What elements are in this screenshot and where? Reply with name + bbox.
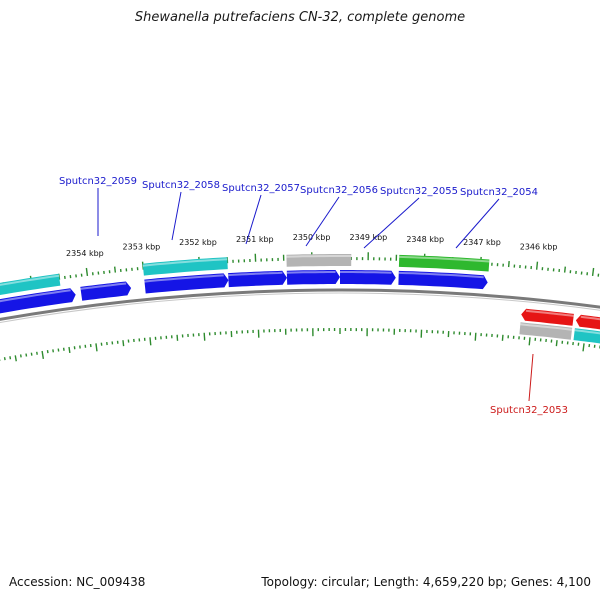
gene-leader-line — [528, 353, 534, 402]
tick-label: 2353 kbp — [123, 243, 161, 252]
tick-mark — [474, 332, 477, 341]
gene-leader-line — [245, 194, 262, 245]
gene-leader-line — [455, 198, 500, 249]
tick-label: 2354 kbp — [66, 249, 104, 258]
gene-label-Sputcn32_2057[interactable]: Sputcn32_2057 — [222, 183, 300, 194]
gene-arrow-partial — [0, 288, 76, 314]
backbone-highlight — [0, 292, 600, 324]
tick-label: 2348 kbp — [406, 235, 444, 244]
feature-cyan-mid — [142, 257, 228, 276]
feature-cyan-bottom — [573, 328, 600, 344]
gene-arrow-Sputcn32_2057 — [228, 270, 287, 288]
gene-label-Sputcn32_2058[interactable]: Sputcn32_2058 — [142, 180, 220, 191]
tick-label: 2347 kbp — [463, 238, 501, 247]
tick-mark — [113, 266, 117, 273]
tick-mark — [535, 261, 539, 270]
tick-label: 2349 kbp — [350, 233, 388, 242]
feature-cyan-left — [0, 273, 61, 296]
tick-mark — [591, 267, 595, 277]
tick-mark — [555, 340, 558, 347]
gene-arrow-Sputcn32_2055 — [340, 270, 396, 285]
gene-label-Sputcn32_2053[interactable]: Sputcn32_2053 — [490, 405, 568, 416]
tick-mark — [122, 340, 125, 347]
tick-mark — [41, 350, 45, 359]
tick-mark — [9, 356, 12, 360]
tick-mark — [149, 337, 152, 346]
tick-mark — [176, 334, 179, 341]
gene-label-Sputcn32_2059[interactable]: Sputcn32_2059 — [59, 176, 137, 187]
gene-label-Sputcn32_2054[interactable]: Sputcn32_2054 — [460, 187, 538, 198]
tick-mark — [68, 346, 71, 354]
gene-label-Sputcn32_2056[interactable]: Sputcn32_2056 — [300, 185, 378, 196]
feature-group — [0, 254, 600, 344]
feature-green — [398, 254, 490, 272]
tick-mark — [85, 267, 89, 277]
tick-mark — [528, 337, 531, 346]
tick-label: 2351 kbp — [236, 235, 274, 244]
feature-grey-top — [286, 254, 352, 267]
gene-label-group: Sputcn32_2059 Sputcn32_2058 Sputcn32_2057 S… — [59, 176, 568, 416]
tick-label: 2346 kbp — [520, 243, 558, 252]
page-title: Shewanella putrefaciens CN-32, complete … — [134, 10, 466, 25]
gene-arrow-Sputcn32_2053 — [521, 308, 574, 326]
feature-grey-bottom — [519, 322, 573, 340]
accession-label: Accession: NC_009438 — [9, 575, 146, 589]
gene-arrow-Sputcn32_2054 — [398, 270, 488, 290]
genome-summary: Topology: circular; Length: 4,659,220 bp… — [261, 575, 591, 589]
gene-arrow-next-reverse — [575, 314, 600, 330]
gene-leader-line — [171, 191, 182, 241]
tick-mark — [95, 343, 98, 352]
gene-leader-line — [305, 196, 340, 247]
tick-mark — [14, 355, 17, 362]
tick-mark — [582, 343, 585, 352]
backbone-line — [0, 288, 600, 322]
gene-label-Sputcn32_2055[interactable]: Sputcn32_2055 — [380, 186, 458, 197]
tick-mark — [203, 332, 206, 341]
backbone-group — [0, 288, 600, 324]
tick-mark — [563, 266, 567, 273]
tick-mark — [3, 357, 6, 361]
gene-leader-line — [363, 197, 420, 249]
tick-mark — [501, 334, 504, 341]
tick-mark — [507, 261, 510, 268]
gene-arrow-Sputcn32_2056 — [286, 270, 340, 285]
bottom-tick-track — [0, 328, 600, 362]
tick-label: 2352 kbp — [179, 238, 217, 247]
gene-arrow-Sputcn32_2059 — [80, 281, 132, 301]
gene-arrow-Sputcn32_2058 — [144, 273, 229, 294]
